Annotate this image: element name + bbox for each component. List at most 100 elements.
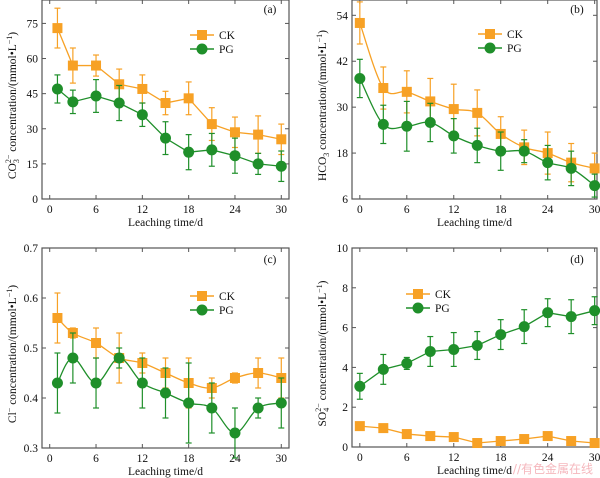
series-ck xyxy=(52,7,287,156)
x-tick-label: 18 xyxy=(495,452,507,464)
y-tick-label: 4 xyxy=(342,362,348,374)
data-point xyxy=(519,434,530,445)
x-tick-label: 12 xyxy=(137,453,149,465)
data-point xyxy=(589,180,600,192)
panel-label: (a) xyxy=(264,4,277,16)
x-tick-label: 30 xyxy=(589,452,600,464)
y-title-end: ) xyxy=(317,30,329,34)
data-point xyxy=(495,436,506,447)
legend-marker-ck xyxy=(197,291,207,301)
legend-marker-ck xyxy=(197,30,207,40)
data-point xyxy=(425,431,436,442)
y-title-sub: 3 xyxy=(12,159,21,163)
data-point xyxy=(67,352,79,364)
y-title-unit-sup: −1 xyxy=(5,289,14,298)
y-tick-label: 30 xyxy=(27,124,39,136)
data-point xyxy=(566,436,577,447)
y-tick-label: 15 xyxy=(27,159,39,171)
data-point xyxy=(229,373,240,383)
data-point xyxy=(276,134,287,145)
data-point xyxy=(206,144,218,156)
legend-marker-pg xyxy=(412,302,424,314)
data-point xyxy=(401,357,413,369)
data-point xyxy=(252,402,264,414)
data-point xyxy=(160,387,171,399)
y-tick-label: 0.6 xyxy=(24,293,39,305)
x-tick-label: 12 xyxy=(137,204,149,216)
data-point xyxy=(253,129,264,140)
series-line xyxy=(56,27,282,140)
watermark: //有色金属在线 xyxy=(513,461,593,476)
y-title-base: CO xyxy=(7,163,19,179)
data-point xyxy=(448,130,460,142)
x-axis-title: Leaching time/d xyxy=(437,465,512,477)
data-point xyxy=(565,311,577,323)
legend-marker-ck xyxy=(485,29,495,39)
x-tick-label: 24 xyxy=(542,452,554,464)
legend-marker-pg xyxy=(196,304,208,316)
data-point xyxy=(448,343,460,355)
y-title-base: Cl xyxy=(7,412,19,423)
data-point xyxy=(136,109,148,121)
data-point xyxy=(471,340,483,352)
legend-label-pg: PG xyxy=(219,305,234,317)
x-tick-label: 30 xyxy=(276,453,288,465)
legend-label-ck: CK xyxy=(219,291,236,303)
y-tick-label: 75 xyxy=(27,18,39,30)
data-point xyxy=(542,157,554,169)
y-tick-label: 10 xyxy=(337,243,349,255)
y-axis-title: HCO3 concentration/(mmol•L−1) xyxy=(315,30,331,181)
x-tick-label: 6 xyxy=(404,204,410,216)
y-tick-label: 45 xyxy=(27,89,39,101)
x-tick-label: 24 xyxy=(542,204,554,216)
plot-frame xyxy=(41,0,290,200)
y-title-main: concentration/(mmol•L xyxy=(7,297,19,407)
legend-label-ck: CK xyxy=(435,289,452,301)
data-point xyxy=(91,338,102,348)
y-title-sub: 4 xyxy=(322,408,331,412)
data-point xyxy=(354,72,366,84)
data-point xyxy=(51,83,63,95)
data-point xyxy=(495,329,507,341)
data-point xyxy=(206,402,218,414)
x-tick-label: 12 xyxy=(448,452,460,464)
data-point xyxy=(589,438,600,449)
x-tick-label: 0 xyxy=(357,452,363,464)
data-point xyxy=(275,160,287,172)
data-point xyxy=(183,93,194,104)
x-tick-label: 6 xyxy=(93,453,99,465)
data-point xyxy=(90,377,102,389)
data-point xyxy=(542,431,553,442)
x-tick-label: 0 xyxy=(47,204,53,216)
data-point xyxy=(401,120,413,132)
y-tick-label: 0.7 xyxy=(24,243,39,255)
data-point xyxy=(589,305,600,317)
data-point xyxy=(495,145,507,157)
legend-marker-ck xyxy=(413,289,423,299)
y-title-sup: − xyxy=(5,407,14,412)
x-tick-label: 0 xyxy=(47,453,53,465)
data-point xyxy=(471,139,483,151)
data-point xyxy=(275,397,287,409)
data-point xyxy=(91,60,102,71)
data-point xyxy=(589,163,600,174)
data-point xyxy=(518,321,530,333)
y-title-end: ) xyxy=(7,32,19,36)
legend-marker-pg xyxy=(196,43,208,55)
series-pg xyxy=(51,332,287,459)
y-title-unit-sup: −1 xyxy=(5,36,14,45)
series-ck xyxy=(354,421,600,449)
data-point xyxy=(424,345,436,357)
x-tick-label: 6 xyxy=(404,452,410,464)
data-point xyxy=(114,79,125,90)
data-point xyxy=(518,145,530,157)
y-axis-title: CO32− concentration/(mmol•L−1) xyxy=(4,32,21,179)
x-axis-title: Leaching time/d xyxy=(128,466,203,478)
y-title-sup: 2− xyxy=(314,403,323,412)
data-point xyxy=(136,377,148,389)
legend-label-pg: PG xyxy=(219,44,234,56)
series-pg xyxy=(354,58,600,198)
data-point xyxy=(52,313,63,323)
y-tick-label: 30 xyxy=(337,102,349,114)
